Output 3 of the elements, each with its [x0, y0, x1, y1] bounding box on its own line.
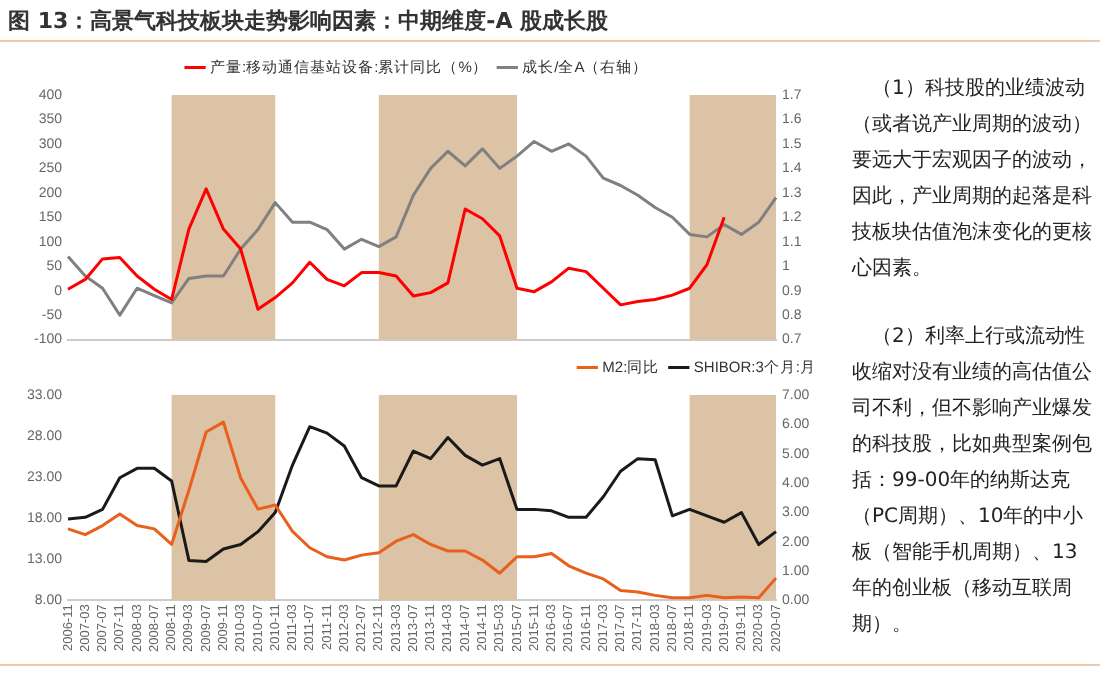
text: （1）科技股的业绩波动（或者说产业周期的波动）要远大于宏观因子的波动，因此，产业周期的起落是科技板块估值泡沫变化的更核心因素。 — [852, 75, 1092, 284]
text: （2）利率上行或流动性收缩对没有业绩的高估值公司不利，但不影响产业爆发的科技股，比如典型案例包括：99-00年的纳斯达克（PC周期）、10年的中小板（智能手机周期）、13年的创业板（移动互联周期）。 — [852, 326, 1092, 636]
chart-title: 图 13：高景气科技板块走势影响因素：中期维度-A 股成长股 — [8, 6, 609, 36]
